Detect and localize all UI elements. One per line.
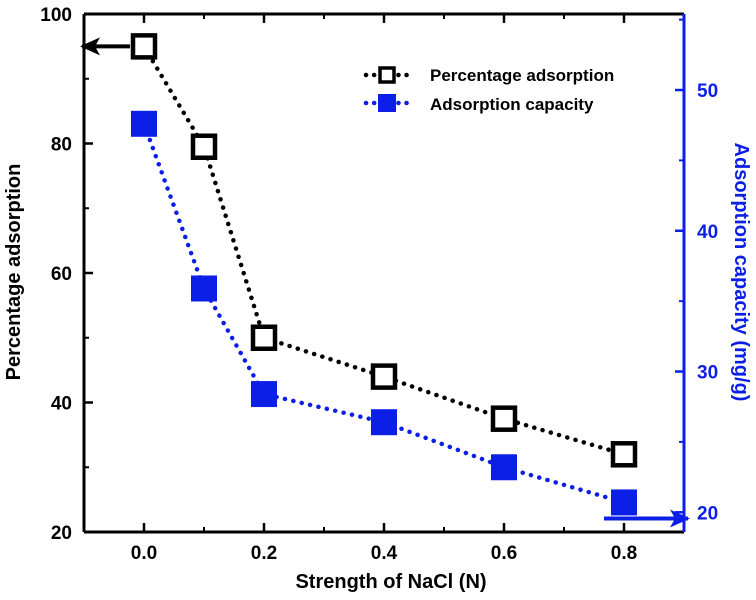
- legend-label-adsorption-capacity: Adsorption capacity: [430, 95, 594, 114]
- y-axis-right-title: Adsorption capacity (mg/g): [730, 143, 752, 402]
- y-left-tick-label: 60: [51, 264, 72, 285]
- data-point-percentage-adsorption: [610, 441, 638, 468]
- x-tick-label: 0.8: [611, 543, 637, 564]
- x-tick-label: 0.0: [131, 543, 157, 564]
- y-right-tick-label: 30: [697, 363, 718, 384]
- axes-layer: 0.0 0.2 0.4 0.6 0.8 20 40 60 80 100 20 30 40 50: [40, 5, 718, 564]
- data-point-adsorption-capacity: [251, 381, 277, 408]
- y-axis-left-title: Percentage adsorption: [3, 164, 25, 381]
- data-point-adsorption-capacity: [371, 409, 397, 436]
- right-axis-arrow-head: [670, 509, 690, 528]
- x-tick-label: 0.6: [491, 543, 517, 564]
- data-point-adsorption-capacity: [191, 275, 217, 302]
- series-layer: [80, 33, 690, 528]
- y-right-tick-label: 20: [697, 503, 718, 524]
- data-point-adsorption-capacity: [491, 454, 517, 481]
- x-tick-label: 0.2: [251, 543, 277, 564]
- y-left-tick-label: 80: [51, 135, 72, 156]
- legend-label-percentage-adsorption: Percentage adsorption: [430, 66, 614, 85]
- y-left-tick-label: 100: [40, 5, 72, 26]
- data-point-adsorption-capacity: [611, 489, 637, 516]
- data-point-percentage-adsorption: [190, 133, 218, 160]
- data-point-percentage-adsorption: [250, 324, 278, 351]
- data-point-percentage-adsorption: [490, 405, 518, 432]
- x-axis-title: Strength of NaCl (N): [295, 571, 486, 593]
- data-point-percentage-adsorption: [130, 33, 158, 60]
- y-left-tick-label: 40: [51, 394, 72, 415]
- legend-marker-percentage-adsorption: [378, 66, 396, 84]
- data-point-percentage-adsorption: [370, 363, 398, 390]
- x-tick-label: 0.4: [371, 543, 398, 564]
- left-axis-arrow-head: [80, 37, 100, 56]
- series-line-percentage-adsorption: [141, 44, 627, 457]
- y-right-tick-label: 50: [697, 81, 718, 102]
- legend-marker-adsorption-capacity: [378, 94, 396, 112]
- y-left-tick-label: 20: [51, 523, 72, 544]
- series-line-adsorption-capacity: [141, 121, 627, 505]
- data-point-adsorption-capacity: [131, 110, 157, 137]
- y-right-tick-label: 40: [697, 222, 718, 243]
- legend: Percentage adsorption Adsorption capacit…: [363, 66, 614, 114]
